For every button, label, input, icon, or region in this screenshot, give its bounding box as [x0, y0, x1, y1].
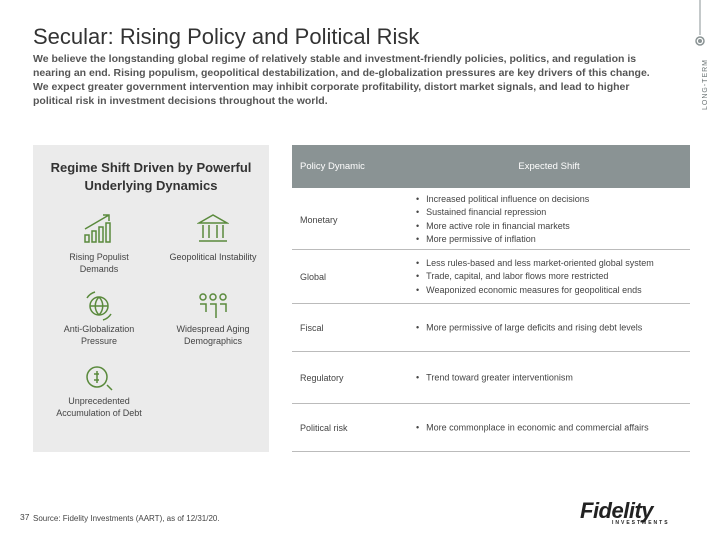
shift-item: Less rules-based and less market-oriente… — [416, 256, 654, 270]
shift-list: More commonplace in economic and commerc… — [416, 421, 648, 435]
side-label: LONG-TERM — [702, 59, 709, 110]
shift-item: More permissive of inflation — [416, 233, 589, 247]
logo-sub: INVESTMENTS — [612, 520, 670, 526]
driver-panel: Regime Shift Driven by Powerful Underlyi… — [33, 145, 269, 452]
table-row: Monetary Increased political influence on… — [292, 190, 690, 250]
shift-list: Increased political influence on decisio… — [416, 193, 589, 247]
shift-item: Sustained financial repression — [416, 206, 589, 220]
icon-building — [197, 214, 229, 242]
source: Source: Fidelity Investments (AART), as … — [33, 514, 220, 523]
logo: Fidelity — [580, 498, 654, 523]
page-number: 37 — [20, 512, 30, 522]
table-row: Political risk More commonplace in econom… — [292, 404, 690, 452]
side-rule — [695, 0, 705, 46]
shift-item: Weaponized economic measures for geopoli… — [416, 283, 654, 297]
intro: We believe the longstanding global regim… — [33, 53, 650, 107]
shift-item: More commonplace in economic and commerc… — [416, 421, 648, 435]
icon-debt — [86, 366, 113, 391]
policy-dynamic: Global — [300, 271, 327, 282]
driver-label: Anti-Globalization Pressure — [63, 324, 135, 346]
driver-label: Geopolitical Instability — [169, 252, 257, 262]
shift-item: More active role in financial markets — [416, 220, 589, 234]
policy-dynamic: Political risk — [300, 422, 348, 433]
shift-list: More permissive of large deficits and ri… — [416, 321, 642, 335]
shift-list: Trend toward greater interventionism — [416, 371, 573, 385]
driver-label: Widespread Aging Demographics — [176, 324, 250, 346]
table-row: Fiscal More permissive of large deficits … — [292, 304, 690, 352]
panel-title: Regime Shift Driven by Powerful Underlyi… — [50, 160, 252, 193]
shift-item: More permissive of large deficits and ri… — [416, 321, 642, 335]
table-row: Global Less rules-based and less market-o… — [292, 250, 690, 304]
shift-item: Trend toward greater interventionism — [416, 371, 573, 385]
driver-label: Unprecedented Accumulation of Debt — [56, 396, 142, 418]
policy-dynamic: Monetary — [300, 214, 338, 225]
policy-dynamic: Regulatory — [300, 372, 344, 383]
icon-people — [199, 293, 227, 318]
table-header: Policy Dynamic Expected Shift — [292, 145, 690, 188]
shift-item: Trade, capital, and labor flows more res… — [416, 270, 654, 284]
table-row: Regulatory Trend toward greater intervent… — [292, 352, 690, 404]
shift-item: Increased political influence on decisio… — [416, 193, 589, 207]
icon-globe — [86, 291, 112, 321]
shift-list: Less rules-based and less market-oriente… — [416, 256, 654, 297]
header-cell: Expected Shift — [518, 161, 580, 172]
title: Secular: Rising Policy and Political Ris… — [33, 24, 420, 49]
driver-label: Rising Populist Demands — [69, 252, 129, 274]
header-cell: Policy Dynamic — [300, 161, 365, 172]
policy-dynamic: Fiscal — [300, 322, 324, 333]
icon-chart — [84, 214, 111, 243]
